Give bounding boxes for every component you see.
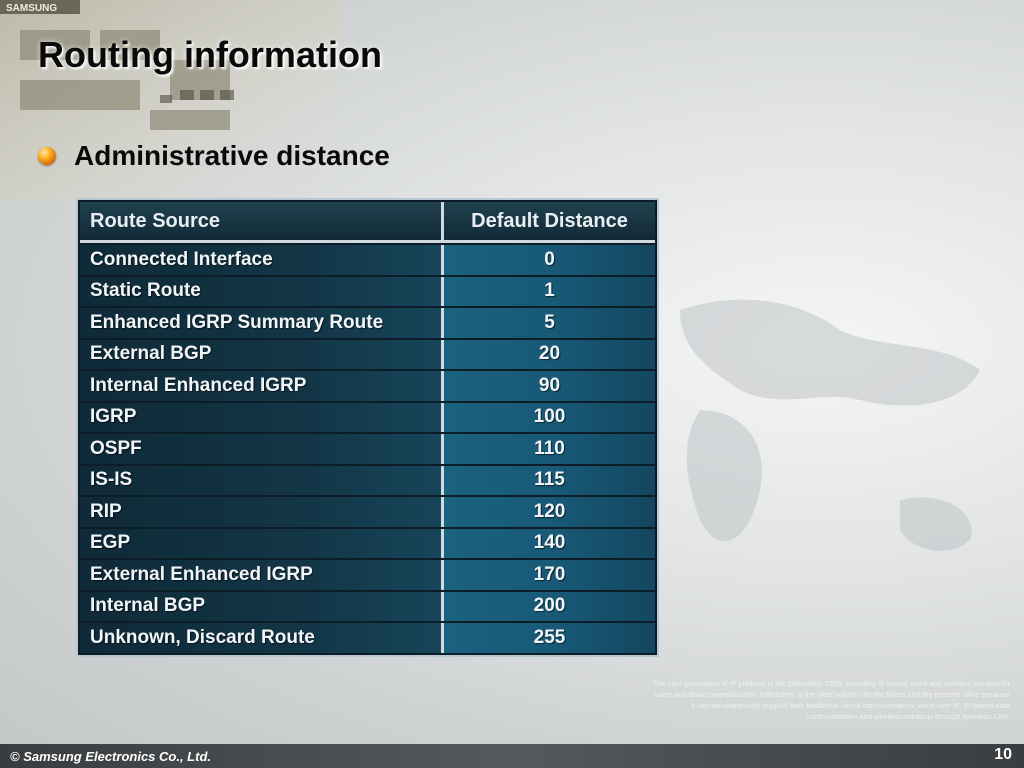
table-row: IS-IS 115 (80, 465, 655, 495)
samsung-logo: SAMSUNG (6, 3, 57, 14)
bullet-icon (38, 147, 56, 165)
route-source-cell: Unknown, Discard Route (80, 623, 444, 653)
table-row: External Enhanced IGRP 170 (80, 560, 655, 590)
table-row: External BGP 20 (80, 339, 655, 369)
bullet-text: Administrative distance (74, 140, 390, 171)
table-row: Static Route 1 (80, 276, 655, 306)
footer-bar (0, 744, 1024, 768)
route-source-cell: IS-IS (80, 465, 444, 495)
table-row: OSPF 110 (80, 434, 655, 464)
route-source-cell: Enhanced IGRP Summary Route (80, 308, 444, 338)
distance-cell: 100 (444, 402, 655, 432)
header-default-distance: Default Distance (444, 202, 655, 240)
route-source-cell: External BGP (80, 339, 444, 369)
table-row: RIP 120 (80, 497, 655, 527)
distance-cell: 110 (444, 434, 655, 464)
distance-cell: 115 (444, 465, 655, 495)
page-title: Routing information (38, 34, 382, 75)
route-source-cell: External Enhanced IGRP (80, 560, 444, 590)
header-divider (80, 240, 655, 243)
route-source-cell: Internal BGP (80, 591, 444, 621)
distance-cell: 200 (444, 591, 655, 621)
table-body: Connected Interface 0 Static Route 1 Enh… (80, 243, 655, 653)
route-source-cell: EGP (80, 528, 444, 558)
table-row: EGP 140 (80, 528, 655, 558)
product-description-text: The next generation of IP platform is th… (652, 679, 1010, 721)
distance-cell: 0 (444, 245, 655, 275)
distance-cell: 90 (444, 371, 655, 401)
bullet-item: Administrative distance (38, 140, 390, 172)
distance-cell: 140 (444, 528, 655, 558)
distance-cell: 20 (444, 339, 655, 369)
distance-cell: 120 (444, 497, 655, 527)
route-source-cell: IGRP (80, 402, 444, 432)
copyright-text: © Samsung Electronics Co., Ltd. (10, 749, 211, 764)
distance-cell: 255 (444, 623, 655, 653)
header-route-source: Route Source (80, 202, 444, 240)
route-source-cell: Internal Enhanced IGRP (80, 371, 444, 401)
table-row: Unknown, Discard Route 255 (80, 623, 655, 653)
hardware-background-image: SAMSUNG (0, 0, 340, 200)
table-row: IGRP 100 (80, 402, 655, 432)
page-number: 10 (994, 746, 1012, 763)
table-row: Connected Interface 0 (80, 245, 655, 275)
table-row: Enhanced IGRP Summary Route 5 (80, 308, 655, 338)
distance-cell: 170 (444, 560, 655, 590)
table-header-row: Route Source Default Distance (80, 202, 655, 240)
route-source-cell: Connected Interface (80, 245, 444, 275)
table-row: Internal Enhanced IGRP 90 (80, 371, 655, 401)
route-source-cell: RIP (80, 497, 444, 527)
distance-cell: 5 (444, 308, 655, 338)
route-source-cell: OSPF (80, 434, 444, 464)
table-row: Internal BGP 200 (80, 591, 655, 621)
route-source-cell: Static Route (80, 276, 444, 306)
admin-distance-table: Route Source Default Distance Connected … (76, 198, 659, 657)
distance-cell: 1 (444, 276, 655, 306)
